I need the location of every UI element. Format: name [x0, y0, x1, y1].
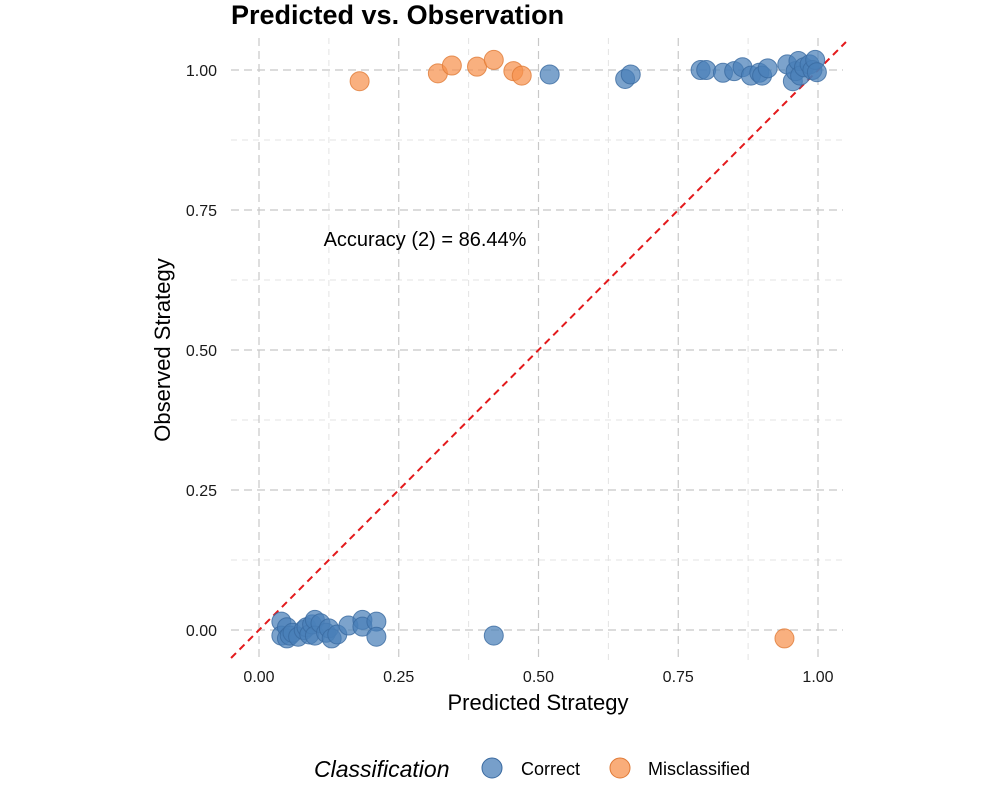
chart-title: Predicted vs. Observation — [231, 0, 564, 30]
legend: Classification Correct Misclassified — [314, 756, 750, 782]
diagonal-reference-line — [230, 41, 847, 659]
point-misclassified — [511, 65, 532, 86]
legend-label-misclassified: Misclassified — [648, 759, 750, 779]
y-tick-label: 1.00 — [186, 63, 217, 80]
point-misclassified — [467, 56, 488, 77]
y-tick-label: 0.00 — [186, 623, 217, 640]
legend-label-correct: Correct — [521, 759, 580, 779]
legend-swatch-misclassified — [609, 757, 631, 779]
y-tick-label: 0.75 — [186, 203, 217, 220]
point-correct — [366, 626, 387, 647]
point-correct — [806, 62, 827, 83]
point-misclassified — [774, 628, 795, 649]
x-tick-label: 0.75 — [663, 669, 694, 686]
point-correct — [757, 58, 778, 79]
reference-line — [230, 41, 847, 659]
legend-title: Classification — [314, 756, 450, 782]
y-axis-label: Observed Strategy — [150, 258, 175, 441]
x-tick-label: 0.50 — [523, 669, 554, 686]
x-tick-label: 0.00 — [243, 669, 274, 686]
y-tick-label: 0.50 — [186, 343, 217, 360]
point-correct — [620, 64, 641, 85]
y-tick-label: 0.25 — [186, 483, 217, 500]
point-correct — [696, 60, 717, 80]
legend-swatch-correct — [481, 757, 503, 779]
point-misclassified — [441, 55, 462, 76]
accuracy-annotation: Accuracy (2) = 86.44% — [324, 229, 527, 251]
x-tick-label: 1.00 — [802, 669, 833, 686]
grid — [231, 38, 843, 660]
point-misclassified — [349, 71, 370, 92]
x-axis-label: Predicted Strategy — [448, 690, 629, 715]
tick-labels: 0.00 0.25 0.50 0.75 1.00 0.00 0.25 0.50 0.75 1.00 — [186, 63, 834, 686]
x-tick-label: 0.25 — [383, 669, 414, 686]
point-correct — [539, 64, 560, 85]
point-misclassified — [483, 49, 504, 70]
data-points — [271, 49, 827, 649]
point-correct — [483, 625, 504, 646]
